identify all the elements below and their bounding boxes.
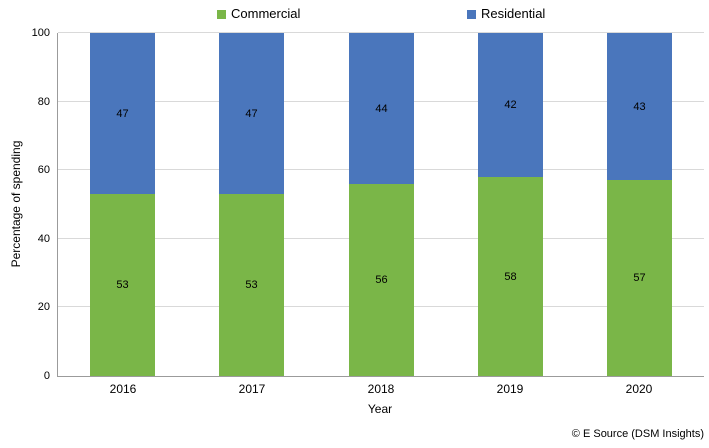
- y-axis-title: Percentage of spending: [9, 140, 23, 268]
- bar-segment-commercial-2020: 57: [607, 180, 672, 376]
- legend-label-commercial: Commercial: [231, 6, 301, 21]
- data-label-commercial-2019: 58: [504, 270, 517, 283]
- x-tick-label-2020: 2020: [625, 382, 653, 396]
- plot-area: 53 47 2016 53 47 2017 56 44 2018 58 42 2019 57 43 2020: [57, 32, 704, 396]
- data-label-residential-2017: 47: [245, 107, 258, 120]
- data-label-commercial-2016: 53: [116, 279, 129, 291]
- data-label-residential-2018: 44: [375, 102, 388, 115]
- bar-segment-residential-2018: 44: [349, 33, 414, 184]
- residential-swatch-icon: [467, 9, 476, 19]
- bar-segment-residential-2020: 43: [607, 33, 672, 180]
- y-tick-label-100: 100: [31, 27, 50, 39]
- legend-item-commercial: Commercial: [217, 6, 300, 22]
- data-label-residential-2020: 43: [633, 100, 646, 113]
- x-tick-label-2016: 2016: [109, 382, 137, 396]
- data-label-residential-2016: 47: [116, 107, 129, 120]
- bar-segment-commercial-2016: 53: [90, 194, 155, 376]
- legend-item-residential: Residential: [467, 6, 545, 22]
- data-label-commercial-2017: 53: [245, 279, 258, 291]
- y-tick-label-0: 0: [43, 370, 50, 382]
- data-label-residential-2019: 42: [504, 99, 517, 111]
- gridline-100: [58, 32, 704, 33]
- data-label-commercial-2020: 57: [633, 272, 646, 284]
- y-tick-label-40: 40: [37, 232, 50, 245]
- data-label-commercial-2018: 56: [375, 274, 388, 286]
- legend-label-residential: Residential: [481, 6, 546, 21]
- bar-segment-commercial-2019: 58: [478, 177, 543, 376]
- y-tick-label-60: 60: [37, 164, 50, 177]
- bar-segment-residential-2017: 47: [219, 33, 284, 194]
- commercial-swatch-icon: [217, 9, 226, 19]
- x-axis-title: Year: [367, 402, 393, 416]
- bar-segment-residential-2019: 42: [478, 33, 543, 177]
- x-tick-label-2017: 2017: [238, 382, 266, 396]
- bar-segment-commercial-2017: 53: [219, 194, 284, 376]
- copyright-text: © E Source (DSM Insights): [571, 428, 704, 440]
- y-tick-label-80: 80: [37, 95, 50, 108]
- bar-segment-commercial-2018: 56: [349, 184, 414, 376]
- bar-segment-residential-2016: 47: [90, 33, 155, 194]
- x-tick-label-2018: 2018: [367, 382, 395, 396]
- x-tick-label-2019: 2019: [496, 382, 524, 396]
- y-tick-label-20: 20: [37, 301, 50, 314]
